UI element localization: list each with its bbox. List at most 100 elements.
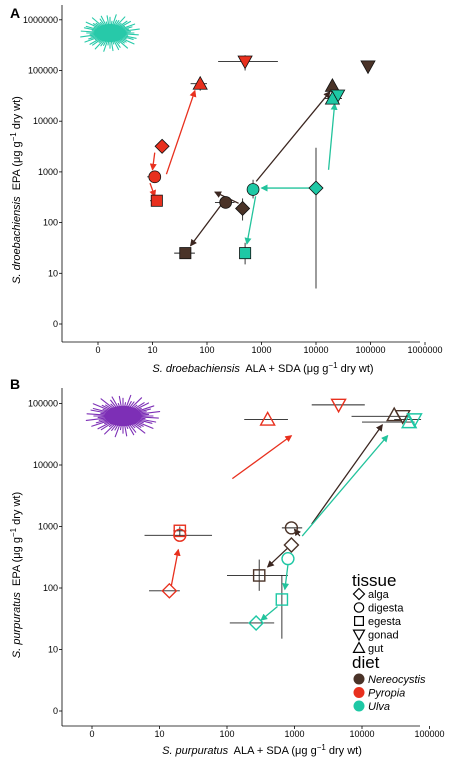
urchin-spine [89,37,101,45]
y-tick-label: 100 [43,583,58,593]
urchin-spine [130,397,143,409]
legend-tissue-title: tissue [352,571,396,590]
legend-diet-label: Ulva [368,701,390,713]
urchin-spine [88,35,99,40]
arrow-pyropia [231,435,293,480]
urchin-spine [80,34,98,38]
arrow-ulva [260,606,278,621]
arrow-ulva [244,196,257,245]
y-tick-label: 100 [43,218,58,228]
urchin-spine [116,16,126,27]
panel-a-y-axis-label: S. droebachiensis EPA (μg g−1 dry wt) [9,96,24,284]
urchin-spine [97,421,112,430]
urchin-spine [92,23,101,29]
x-tick-label: 10000 [303,345,328,355]
urchin-spine [113,19,118,26]
x-tick-label: 1000 [251,345,271,355]
panel-b: B 0 10 100 1000 10000 100000 0 10 100 1000 10000 10… [9,376,445,757]
y-tick-label: 1000 [38,167,58,177]
urchin-spine [138,416,159,419]
urchin-spine [125,394,132,408]
legend-tissue-label: egesta [368,616,402,628]
panel-a: A 0 10 100 1000 10000 100000 1000000 0 10 100 1000… [9,5,443,375]
legend-diet-label: Nereocystis [368,674,426,686]
urchin-spine [85,25,99,31]
urchin-spine [94,39,104,50]
urchin-spine [104,423,116,435]
urchin-spine [111,396,119,408]
arrow-nereocystis [266,547,289,568]
panel-a-x-axis-label: S. droebachiensis ALA + SDA (μg g−1 dry … [152,361,373,376]
urchin-spine [99,18,106,27]
urchin-spine [113,40,120,51]
urchin-spine [85,417,108,421]
point-ulva-alga [308,180,324,196]
point-nereocystis-egesta [252,569,266,582]
panel-b-axes: 0 10 100 1000 10000 100000 0 10 100 1000 10000 1000… [28,388,445,739]
urchin-spine [92,403,111,412]
urchin-spine [92,38,102,46]
urchin-spine [132,423,146,434]
urchin-spine [100,398,114,409]
x-tick-label: 10 [154,729,164,739]
urchin-spine [118,20,128,28]
point-pyropia-alga [154,138,170,154]
urchin-spine [103,40,107,46]
point-nereocystis-gonad [360,60,376,75]
urchin-spine [117,39,129,49]
panel-a-axes: 0 10 100 1000 10000 100000 1000000 0 10 100 1000 10… [23,5,443,355]
point-pyropia-digesta [148,170,162,184]
arrow-nereocystis [311,424,383,525]
urchin-spine [127,401,132,408]
point-nereocystis-digesta [219,196,233,209]
legend-pyropia-swatch [353,687,365,698]
x-tick-label: 100 [199,345,214,355]
legend-ulva-swatch [353,700,365,712]
arrow-pyropia [149,152,157,171]
legend-gonad-shape-icon [352,629,366,642]
urchin-spine [137,419,153,424]
y-tick-label: 0 [53,706,58,716]
urchin-spine [114,39,121,48]
urchin-spine [95,419,109,424]
urchin-spine [114,424,119,431]
point-ulva-egesta [275,593,289,606]
point-pyropia-egesta [150,194,163,207]
legend-egesta-shape-icon [354,615,365,626]
point-pyropia-digesta [173,528,187,542]
urchin-spine [91,17,103,27]
urchin-spine [124,424,128,437]
arrow-ulva [282,564,290,591]
y-tick-label: 1000000 [23,15,58,25]
urchin-spine [138,418,157,423]
urchin-spine [106,15,110,26]
x-tick-label: 1000000 [407,345,442,355]
panel-b-points [161,398,423,631]
urchin-spine [137,408,151,413]
panel-b-letter: B [10,376,20,392]
legend-alga-shape-icon [352,587,366,601]
legend-tissue-label: digesta [368,603,404,615]
point-nereocystis-gut [386,406,403,422]
urchin-spine [135,420,154,429]
y-tick-label: 10 [48,268,58,278]
y-tick-label: 10 [48,645,58,655]
urchin-spine [122,34,137,39]
arrow-nereocystis [293,528,301,537]
y-tick-label: 10000 [33,116,58,126]
panel-b-arrows [170,424,389,621]
arrow-ulva [301,434,389,537]
legend-diet-title: diet [352,653,380,672]
point-ulva-digesta [281,552,295,566]
arrow-ulva [327,102,338,170]
arrow-pyropia [149,182,157,198]
urchin-spine [100,15,107,26]
urchin-body [95,24,125,42]
point-pyropia-gonad [330,398,347,414]
arrow-nereocystis [189,204,222,247]
urchin-spine [120,37,135,45]
urchin-spine [84,36,100,43]
